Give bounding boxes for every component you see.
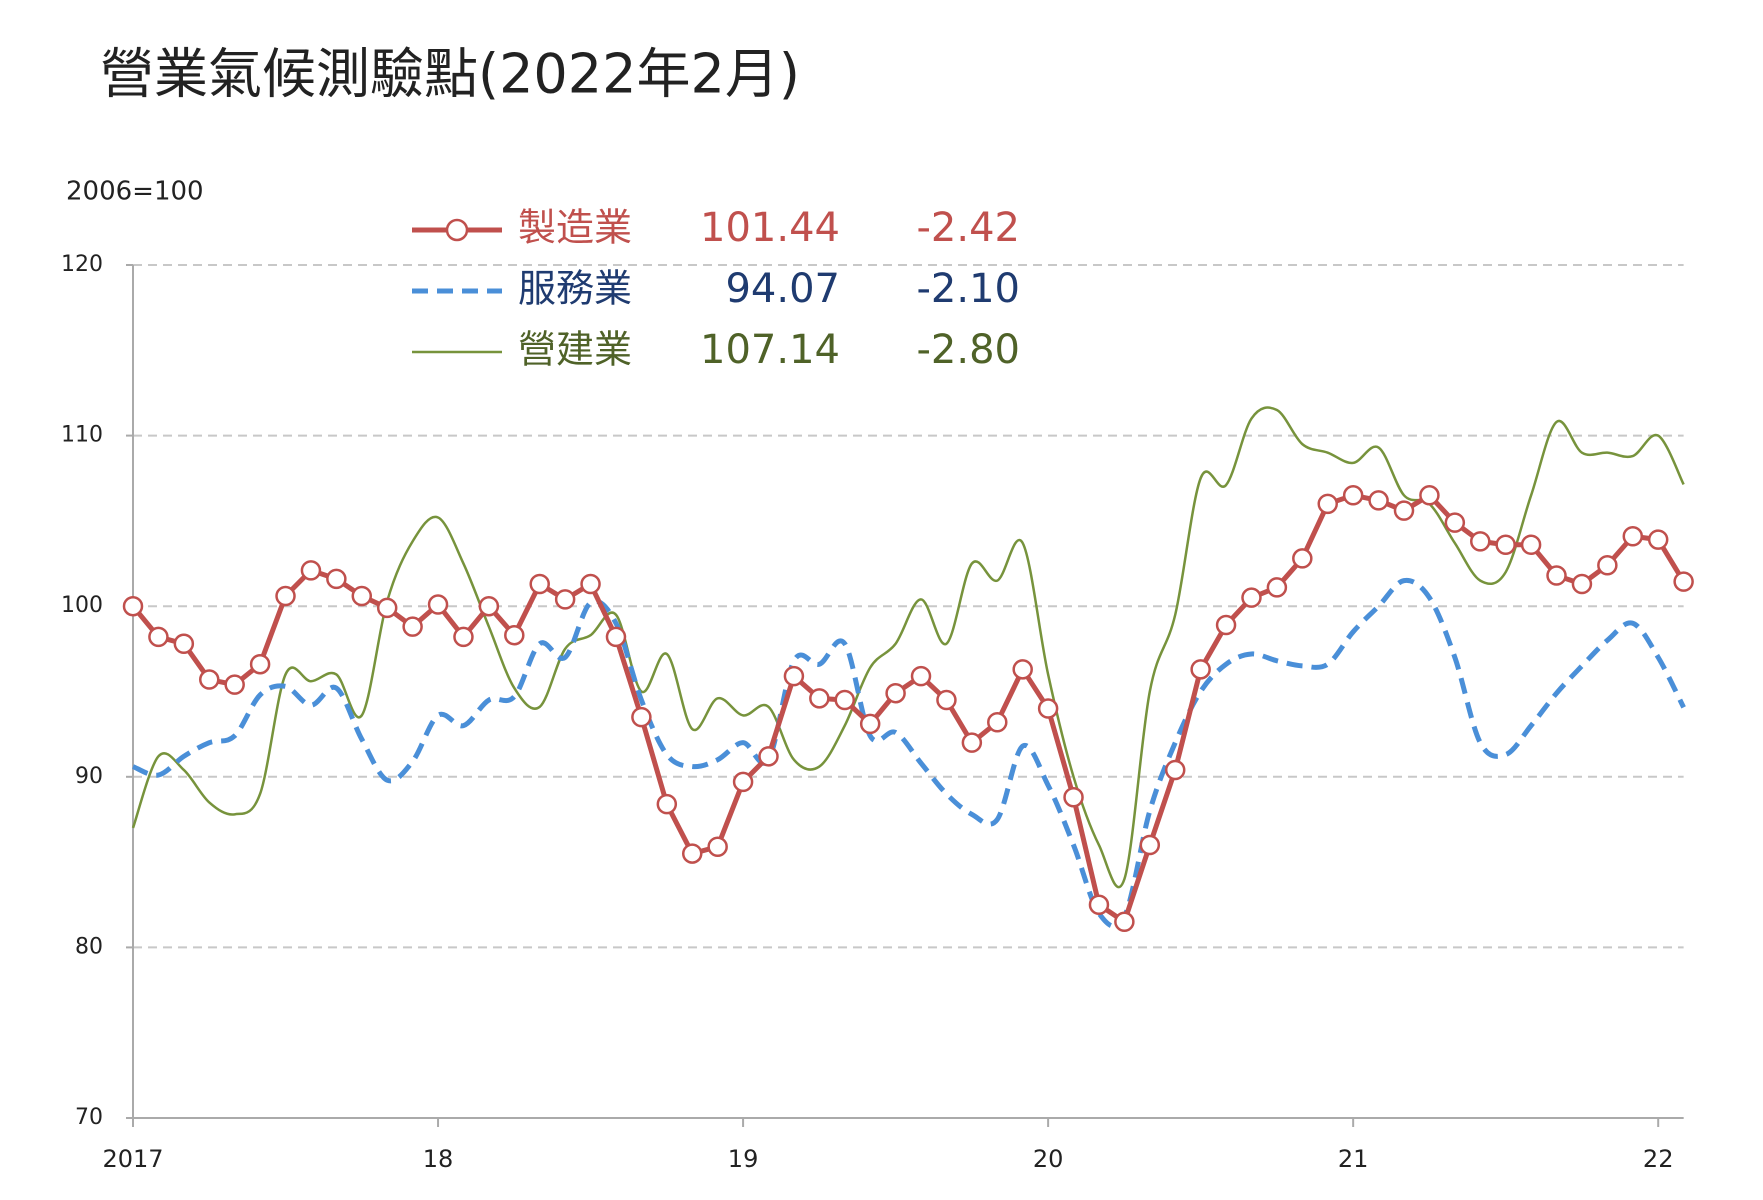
- marker: [173, 633, 195, 654]
- marker: [1571, 573, 1593, 595]
- marker: [300, 560, 322, 581]
- marker: [1647, 529, 1669, 550]
- y-tick-label: 70: [75, 1105, 103, 1130]
- marker: [1393, 500, 1415, 521]
- marker: [148, 626, 169, 648]
- marker: [1012, 659, 1033, 680]
- y-tick-label: 100: [61, 593, 103, 618]
- y-tick-label: 120: [61, 252, 103, 277]
- marker: [1215, 614, 1237, 636]
- marker: [453, 626, 474, 648]
- marker: [910, 665, 932, 687]
- marker: [529, 573, 550, 595]
- marker: [859, 713, 881, 735]
- marker: [1495, 534, 1516, 556]
- marker: [1266, 577, 1288, 598]
- marker: [987, 711, 1008, 733]
- marker: [478, 595, 500, 617]
- legend-value: 107.14: [700, 327, 840, 373]
- marker: [122, 595, 144, 617]
- x-tick-label: 22: [1643, 1145, 1674, 1173]
- marker: [732, 771, 754, 793]
- marker: [707, 836, 728, 857]
- marker: [427, 594, 449, 615]
- marker: [1063, 787, 1084, 808]
- marker: [1673, 571, 1694, 592]
- marker: [1419, 485, 1440, 506]
- marker: [580, 573, 601, 595]
- marker: [1597, 555, 1618, 576]
- y-tick-label: 90: [75, 764, 103, 789]
- legend-change: -2.42: [917, 205, 1021, 251]
- y-tick-label: 110: [61, 423, 103, 448]
- marker: [1037, 698, 1059, 719]
- x-tick-label: 18: [423, 1145, 454, 1173]
- marker: [1164, 759, 1186, 781]
- legend-change: -2.10: [917, 266, 1021, 312]
- marker: [885, 682, 906, 704]
- marker: [656, 793, 678, 815]
- marker: [1546, 565, 1567, 586]
- marker: [1368, 490, 1389, 511]
- marker: [199, 669, 220, 690]
- marker: [504, 624, 525, 646]
- y-tick-label: 80: [75, 934, 103, 959]
- marker: [1342, 485, 1364, 506]
- marker: [758, 746, 779, 767]
- marker: [1622, 526, 1644, 547]
- marker: [681, 843, 703, 864]
- legend-value: 101.44: [700, 205, 840, 251]
- x-tick-label: 20: [1033, 1145, 1064, 1173]
- marker: [326, 568, 347, 590]
- marker: [1470, 531, 1491, 552]
- marker: [402, 616, 423, 637]
- y-axis-label: 2006=100: [66, 177, 204, 207]
- marker: [1292, 548, 1313, 569]
- marker: [809, 688, 830, 709]
- marker: [631, 706, 652, 728]
- marker: [1088, 894, 1110, 915]
- marker: [961, 732, 983, 753]
- legend-label: 服務業: [518, 267, 632, 311]
- marker: [783, 665, 805, 687]
- marker: [224, 674, 245, 695]
- legend-value: 94.07: [725, 266, 840, 312]
- marker: [1114, 911, 1135, 933]
- marker: [1241, 587, 1262, 608]
- marker: [834, 689, 856, 711]
- marker: [1520, 534, 1542, 556]
- marker: [275, 585, 296, 607]
- marker: [249, 653, 271, 675]
- marker: [936, 689, 957, 711]
- marker: [376, 597, 398, 619]
- legend-label: 製造業: [518, 206, 632, 250]
- legend-marker: [445, 218, 469, 242]
- marker: [1317, 493, 1338, 515]
- legend-change: -2.80: [917, 327, 1021, 373]
- marker: [1444, 512, 1466, 533]
- line: [132, 577, 1686, 929]
- x-tick-label: 2017: [102, 1145, 163, 1173]
- x-tick-label: 21: [1338, 1145, 1369, 1173]
- marker: [1139, 834, 1161, 856]
- marker: [554, 589, 576, 610]
- legend-label: 營建業: [518, 328, 632, 372]
- marker: [351, 585, 373, 607]
- line: [131, 406, 1685, 889]
- marker: [1190, 659, 1211, 680]
- chart-title: 營業氣候測驗點(2022年2月): [100, 43, 800, 106]
- marker: [605, 626, 627, 648]
- x-tick-label: 19: [728, 1145, 759, 1173]
